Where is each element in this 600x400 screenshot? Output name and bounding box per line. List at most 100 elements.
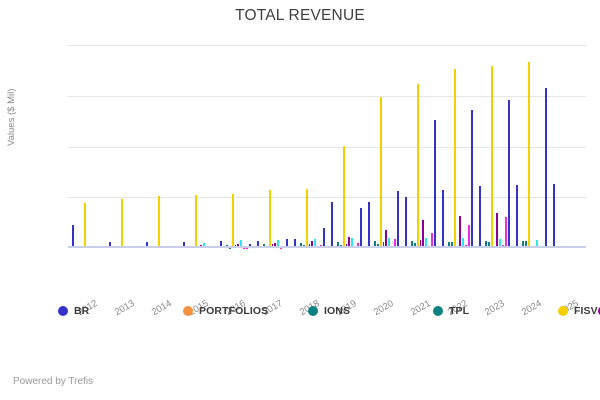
bar-fisv-2015[interactable] <box>194 194 197 248</box>
bar-roku-2020[interactable] <box>385 229 388 248</box>
bar-cvna-2023[interactable] <box>508 99 510 248</box>
legend-item-tpl[interactable]: TPL <box>433 303 558 319</box>
bar-br-2018[interactable] <box>294 239 296 248</box>
legend-swatch-icon <box>597 306 600 316</box>
bar-br-2019[interactable] <box>331 202 333 248</box>
legend-item-ions[interactable]: IONS <box>308 303 433 319</box>
y-axis-title: Values ($ Mil) <box>6 88 17 146</box>
bar-terp-2017[interactable] <box>277 240 280 248</box>
legend-item-br[interactable]: BR <box>58 303 183 319</box>
bar-terp-2019[interactable] <box>351 238 354 248</box>
bar-tpl-2021[interactable] <box>413 243 416 248</box>
bar-br-2021[interactable] <box>405 197 407 248</box>
bar-tpl-2024[interactable] <box>524 240 527 248</box>
bar-br-2016[interactable] <box>220 241 222 248</box>
bar-fisv-2021[interactable] <box>416 83 419 248</box>
bar-group-2025[interactable] <box>553 45 584 248</box>
bar-br-2022[interactable] <box>442 190 444 248</box>
bar-cvna-2018[interactable] <box>323 228 325 248</box>
bar-br-2015[interactable] <box>183 241 185 248</box>
bar-crwd-2022[interactable] <box>468 225 471 248</box>
bar-br-2020[interactable] <box>368 202 370 248</box>
bar-roku-2019[interactable] <box>348 236 351 248</box>
bar-br-2012[interactable] <box>72 224 74 248</box>
footer-attribution: Powered by Trefis <box>13 376 94 387</box>
bar-fisv-2017[interactable] <box>268 190 271 248</box>
bar-group-2020[interactable] <box>368 45 399 248</box>
bar-roku-2022[interactable] <box>459 216 462 248</box>
bar-crwd-2019[interactable] <box>357 243 360 248</box>
bar-fisv-2016[interactable] <box>231 193 234 248</box>
chart-title: TOTAL REVENUE <box>235 7 365 24</box>
bar-fisv-2012[interactable] <box>83 203 86 248</box>
bar-terp-2016[interactable] <box>240 239 243 248</box>
bar-roku-2018[interactable] <box>311 240 314 248</box>
bar-roku-2017[interactable] <box>274 242 277 248</box>
legend-label: FISV <box>574 305 598 317</box>
bar-roku-2023[interactable] <box>496 212 499 248</box>
bar-br-2025[interactable] <box>553 184 555 248</box>
bar-ions-2020[interactable] <box>373 240 376 248</box>
bar-br-2013[interactable] <box>109 241 111 248</box>
bar-br-2024[interactable] <box>516 185 518 248</box>
bar-terp-2020[interactable] <box>388 238 391 248</box>
legend-item-iphi[interactable]: IPHI <box>597 303 600 319</box>
bar-ions-2022[interactable] <box>447 241 450 248</box>
bar-ions-2021[interactable] <box>410 241 413 248</box>
bar-cvna-2022[interactable] <box>471 109 473 248</box>
bar-group-2013[interactable] <box>109 45 140 248</box>
bar-crwd-2023[interactable] <box>505 216 508 248</box>
bar-br-2023[interactable] <box>479 186 481 248</box>
bar-group-2023[interactable] <box>479 45 510 248</box>
bar-group-2019[interactable] <box>331 45 362 248</box>
bar-fisv-2013[interactable] <box>120 199 123 248</box>
bar-fisv-2024[interactable] <box>527 62 530 248</box>
bar-fisv-2022[interactable] <box>453 69 456 248</box>
bar-tpl-2022[interactable] <box>450 241 453 248</box>
bar-terp-2021[interactable] <box>425 237 428 248</box>
bar-terp-2015[interactable] <box>203 242 206 248</box>
bar-crwd-2021[interactable] <box>431 233 434 248</box>
bar-cvna-2021[interactable] <box>434 120 436 248</box>
legend-swatch-icon <box>558 306 568 316</box>
bar-cvna-2019[interactable] <box>360 208 362 248</box>
bar-terp-2023[interactable] <box>499 238 502 248</box>
legend-item-fisv[interactable]: FISV <box>558 303 598 319</box>
bar-group-2014[interactable] <box>146 45 177 248</box>
bar-ions-2023[interactable] <box>484 241 487 248</box>
bar-ions-2019[interactable] <box>336 242 339 248</box>
bar-terp-2022[interactable] <box>462 238 465 248</box>
bar-tpl-2023[interactable] <box>487 241 490 248</box>
bar-cvna-2017[interactable] <box>286 239 288 248</box>
bar-cvna-2024[interactable] <box>545 87 547 248</box>
bar-iphi-2021[interactable] <box>419 240 422 248</box>
bar-br-2017[interactable] <box>257 240 259 248</box>
bar-cvna-2020[interactable] <box>397 191 399 248</box>
bar-group-2016[interactable] <box>220 45 251 248</box>
bar-fisv-2023[interactable] <box>490 66 493 248</box>
bar-group-2018[interactable] <box>294 45 325 248</box>
bar-crwd-2020[interactable] <box>394 239 397 248</box>
bar-fisv-2019[interactable] <box>342 145 345 248</box>
bar-group-2021[interactable] <box>405 45 436 248</box>
bar-roku-2016[interactable] <box>237 243 240 248</box>
legend-swatch-icon <box>433 306 443 316</box>
bar-group-2017[interactable] <box>257 45 288 248</box>
bar-ions-2024[interactable] <box>521 240 524 248</box>
bar-fisv-2014[interactable] <box>157 196 160 248</box>
bar-ions-2018[interactable] <box>299 243 302 248</box>
bar-iphi-2020[interactable] <box>382 241 385 248</box>
bar-terp-2024[interactable] <box>536 239 539 248</box>
bar-group-2015[interactable] <box>183 45 214 248</box>
bar-group-2022[interactable] <box>442 45 473 248</box>
bar-terp-2018[interactable] <box>314 238 317 248</box>
bar-group-2012[interactable] <box>72 45 103 248</box>
bar-iphi-2018[interactable] <box>308 243 311 248</box>
bar-group-2024[interactable] <box>516 45 547 248</box>
legend-item-portfolios[interactable]: PORTFOLIOS <box>183 303 308 319</box>
bar-br-2014[interactable] <box>146 242 148 248</box>
legend-swatch-icon <box>183 306 193 316</box>
bar-fisv-2018[interactable] <box>305 189 308 248</box>
bar-roku-2021[interactable] <box>422 220 425 248</box>
bar-fisv-2020[interactable] <box>379 96 382 248</box>
